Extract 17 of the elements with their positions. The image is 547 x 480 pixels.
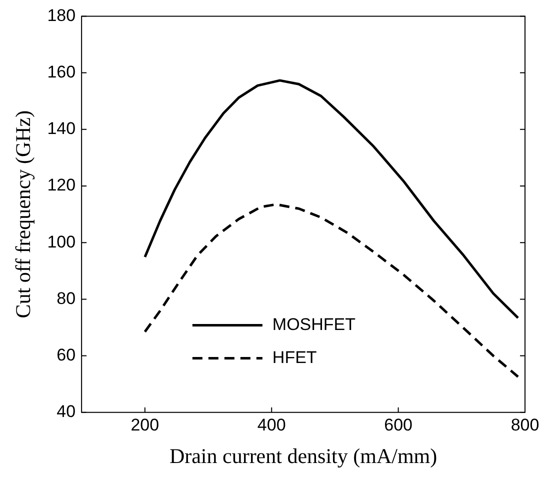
y-tick-label: 140 (47, 119, 76, 138)
x-tick-label: 600 (384, 415, 412, 434)
line-series (144, 203, 520, 378)
y-tick-label: 80 (56, 288, 76, 308)
y-tick-label: 160 (47, 62, 76, 82)
x-tick-label: 800 (510, 415, 540, 434)
y-tick-label: 120 (47, 176, 76, 195)
x-tick-label: 200 (130, 415, 160, 434)
x-tick-label: 400 (257, 415, 286, 434)
x-axis-title: Drain current density (mA/mm) (169, 444, 438, 468)
y-tick-label: 180 (47, 6, 76, 25)
legend-label: MOSHFET (272, 314, 356, 334)
y-tick-label: 60 (56, 345, 76, 364)
y-axis-title: Cut off frequency (GHz) (11, 110, 36, 318)
legend-label: HFET (272, 348, 317, 367)
y-tick-label: 100 (47, 232, 76, 252)
y-tick-label: 40 (56, 402, 76, 422)
